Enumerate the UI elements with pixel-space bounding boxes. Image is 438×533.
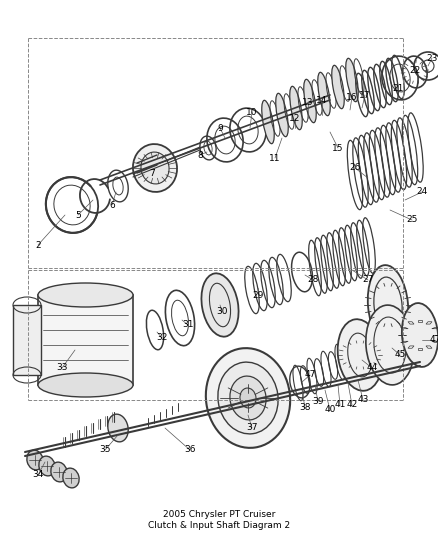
Ellipse shape [289, 86, 301, 130]
Ellipse shape [365, 305, 413, 385]
Ellipse shape [51, 462, 67, 482]
Ellipse shape [217, 362, 278, 434]
Text: 25: 25 [406, 215, 417, 224]
Text: 47: 47 [428, 335, 438, 344]
Ellipse shape [337, 319, 381, 391]
Text: 8: 8 [197, 150, 202, 159]
Text: 45: 45 [393, 351, 405, 359]
Ellipse shape [317, 72, 329, 116]
Text: 34: 34 [32, 471, 44, 480]
Text: 16: 16 [346, 93, 357, 101]
Text: 14: 14 [316, 95, 327, 104]
Text: 44: 44 [366, 364, 377, 373]
Text: 22: 22 [409, 66, 420, 75]
Text: 6: 6 [109, 200, 115, 209]
Ellipse shape [38, 283, 133, 307]
Ellipse shape [205, 348, 290, 448]
Text: 30: 30 [216, 308, 227, 317]
Text: 37: 37 [246, 424, 257, 432]
Text: 27: 27 [361, 276, 373, 285]
Ellipse shape [27, 450, 43, 470]
Text: 17: 17 [358, 91, 370, 100]
Text: 42: 42 [346, 400, 357, 409]
Text: 24: 24 [415, 188, 427, 197]
Text: 32: 32 [156, 334, 167, 343]
Text: 26: 26 [349, 164, 360, 173]
Text: 10: 10 [246, 108, 257, 117]
Text: 38: 38 [299, 403, 310, 413]
Ellipse shape [141, 152, 169, 184]
Text: 33: 33 [56, 364, 67, 373]
Ellipse shape [275, 93, 288, 136]
Text: 15: 15 [332, 143, 343, 152]
Text: 31: 31 [182, 320, 193, 329]
Ellipse shape [108, 414, 128, 442]
Text: 47: 47 [304, 370, 315, 379]
Text: 43: 43 [357, 395, 368, 405]
Bar [13, 305, 41, 375]
Text: 28: 28 [307, 276, 318, 285]
Text: 23: 23 [425, 53, 437, 62]
Ellipse shape [230, 376, 265, 420]
Text: 41: 41 [334, 400, 345, 409]
Text: 39: 39 [311, 398, 323, 407]
Text: 12: 12 [289, 114, 300, 123]
Bar [38, 295, 133, 385]
Text: 21: 21 [392, 84, 403, 93]
Ellipse shape [201, 273, 238, 337]
Ellipse shape [345, 58, 357, 102]
Ellipse shape [401, 303, 437, 367]
Text: 7: 7 [149, 168, 155, 177]
Ellipse shape [367, 265, 407, 345]
Text: 5: 5 [75, 211, 81, 220]
Text: 2005 Chrysler PT Cruiser
Clutch & Input Shaft Diagram 2: 2005 Chrysler PT Cruiser Clutch & Input … [148, 510, 290, 530]
Ellipse shape [261, 100, 274, 144]
Text: 11: 11 [268, 154, 280, 163]
Ellipse shape [303, 79, 315, 123]
Text: 13: 13 [301, 98, 313, 107]
Text: 9: 9 [217, 124, 223, 133]
Ellipse shape [331, 66, 343, 109]
Text: 29: 29 [252, 290, 263, 300]
Ellipse shape [240, 388, 255, 408]
Ellipse shape [133, 144, 177, 192]
Ellipse shape [39, 456, 55, 476]
Ellipse shape [38, 373, 133, 397]
Text: 36: 36 [184, 446, 195, 455]
Text: 2: 2 [35, 240, 41, 249]
Ellipse shape [63, 468, 79, 488]
Text: 40: 40 [324, 406, 335, 415]
Text: 35: 35 [99, 446, 110, 455]
